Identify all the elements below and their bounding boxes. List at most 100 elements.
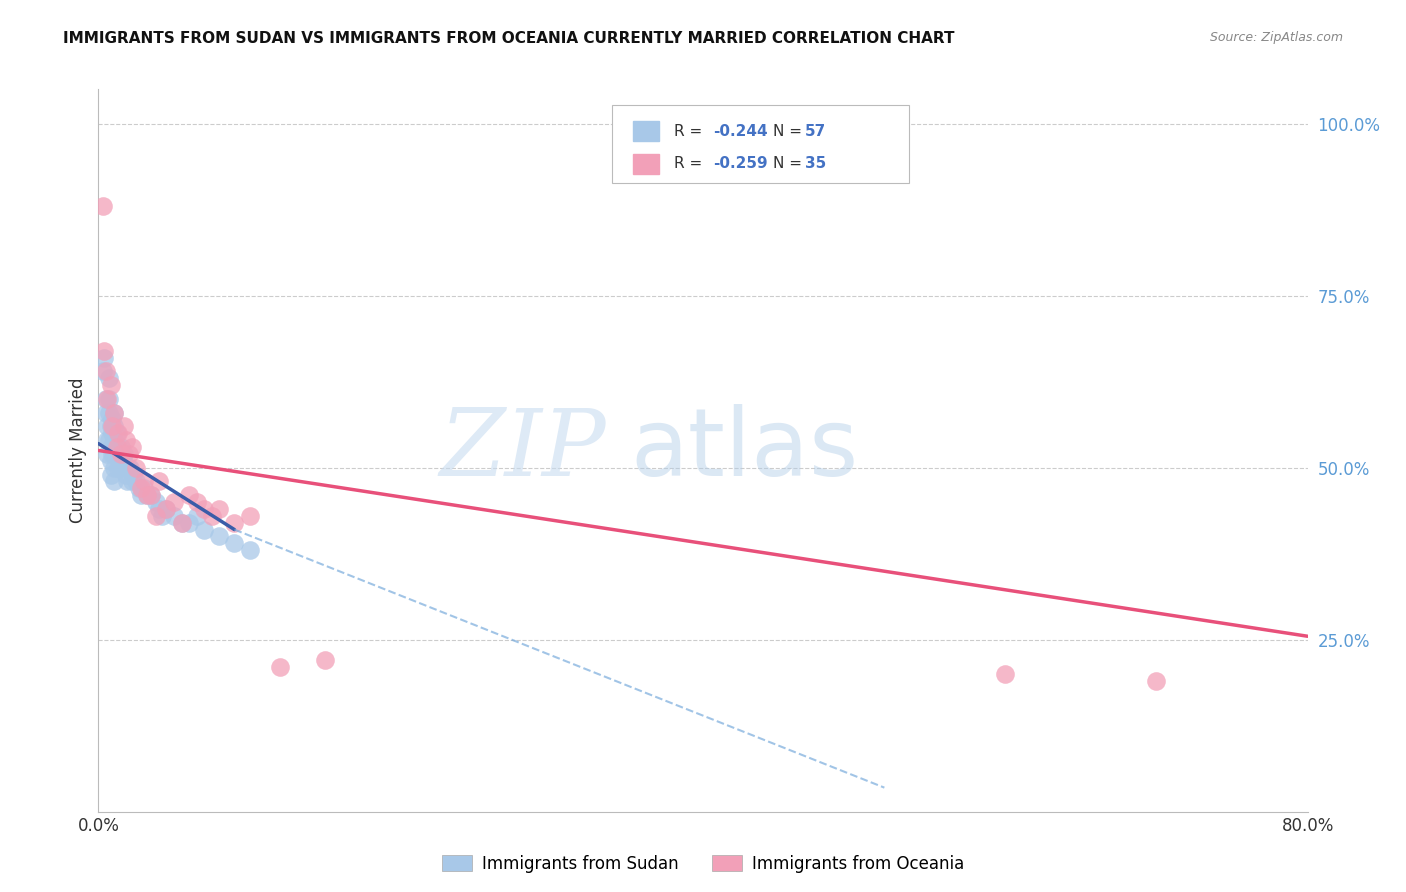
Text: Source: ZipAtlas.com: Source: ZipAtlas.com	[1209, 31, 1343, 45]
Point	[179, 516, 201, 530]
Point	[118, 447, 141, 461]
Text: -0.259: -0.259	[713, 156, 768, 171]
Legend: Immigrants from Sudan, Immigrants from Oceania: Immigrants from Sudan, Immigrants from O…	[436, 848, 970, 880]
Point	[100, 454, 122, 468]
Point	[129, 488, 152, 502]
Point	[105, 440, 128, 454]
Point	[186, 495, 208, 509]
Point	[186, 508, 208, 523]
Point	[201, 508, 224, 523]
Point	[101, 447, 124, 461]
FancyBboxPatch shape	[633, 153, 659, 174]
Point	[141, 488, 163, 502]
Point	[96, 392, 118, 406]
Point	[314, 653, 336, 667]
Point	[224, 536, 246, 550]
Point	[170, 516, 193, 530]
FancyBboxPatch shape	[613, 105, 908, 183]
Point	[208, 502, 231, 516]
Point	[91, 199, 114, 213]
Point	[103, 406, 125, 420]
Point	[93, 351, 115, 365]
Point	[145, 508, 167, 523]
Point	[103, 447, 125, 461]
Point	[110, 447, 132, 461]
Point	[107, 440, 129, 454]
Point	[94, 392, 117, 406]
Point	[208, 529, 231, 543]
Y-axis label: Currently Married: Currently Married	[69, 377, 87, 524]
Point	[96, 433, 118, 447]
Point	[94, 406, 117, 420]
Point	[98, 433, 121, 447]
Point	[96, 447, 118, 461]
Point	[103, 406, 125, 420]
Point	[110, 460, 132, 475]
Point	[155, 502, 177, 516]
Text: 35: 35	[804, 156, 825, 171]
Point	[125, 475, 148, 489]
Point	[115, 475, 138, 489]
Point	[1144, 673, 1167, 688]
Point	[132, 475, 155, 489]
Point	[98, 392, 121, 406]
Point	[135, 488, 157, 502]
Point	[98, 371, 121, 385]
Point	[110, 440, 132, 454]
Point	[111, 454, 134, 468]
Point	[114, 433, 136, 447]
Point	[96, 419, 118, 434]
Text: N =: N =	[773, 156, 807, 171]
Point	[239, 543, 262, 558]
Point	[179, 488, 201, 502]
Point	[94, 364, 117, 378]
Point	[163, 508, 186, 523]
Point	[239, 508, 262, 523]
Text: R =: R =	[673, 124, 707, 139]
Point	[103, 419, 125, 434]
Text: -0.244: -0.244	[713, 124, 768, 139]
Point	[120, 460, 142, 475]
Point	[145, 495, 167, 509]
Point	[224, 516, 246, 530]
Point	[100, 467, 122, 482]
Point	[103, 475, 125, 489]
Point	[118, 460, 141, 475]
Point	[148, 502, 170, 516]
Point	[107, 426, 129, 441]
Text: IMMIGRANTS FROM SUDAN VS IMMIGRANTS FROM OCEANIA CURRENTLY MARRIED CORRELATION C: IMMIGRANTS FROM SUDAN VS IMMIGRANTS FROM…	[63, 31, 955, 46]
Point	[122, 467, 145, 482]
Point	[107, 460, 129, 475]
Point	[105, 447, 128, 461]
Point	[100, 419, 122, 434]
Point	[101, 426, 124, 441]
Text: atlas: atlas	[630, 404, 859, 497]
Point	[112, 419, 135, 434]
Point	[128, 481, 150, 495]
Point	[129, 481, 152, 495]
Point	[98, 406, 121, 420]
Point	[100, 378, 122, 392]
Point	[170, 516, 193, 530]
Text: ZIP: ZIP	[440, 406, 606, 495]
Point	[193, 523, 215, 537]
FancyBboxPatch shape	[633, 121, 659, 142]
Point	[100, 440, 122, 454]
Point	[125, 460, 148, 475]
Point	[93, 343, 115, 358]
Point	[193, 502, 215, 516]
Point	[269, 660, 291, 674]
Point	[163, 495, 186, 509]
Point	[105, 426, 128, 441]
Point	[114, 467, 136, 482]
Text: N =: N =	[773, 124, 807, 139]
Point	[112, 447, 135, 461]
Point	[91, 364, 114, 378]
Point	[155, 502, 177, 516]
Point	[108, 454, 131, 468]
Text: 57: 57	[804, 124, 825, 139]
Point	[101, 412, 124, 426]
Point	[103, 460, 125, 475]
Point	[121, 440, 143, 454]
Point	[148, 475, 170, 489]
